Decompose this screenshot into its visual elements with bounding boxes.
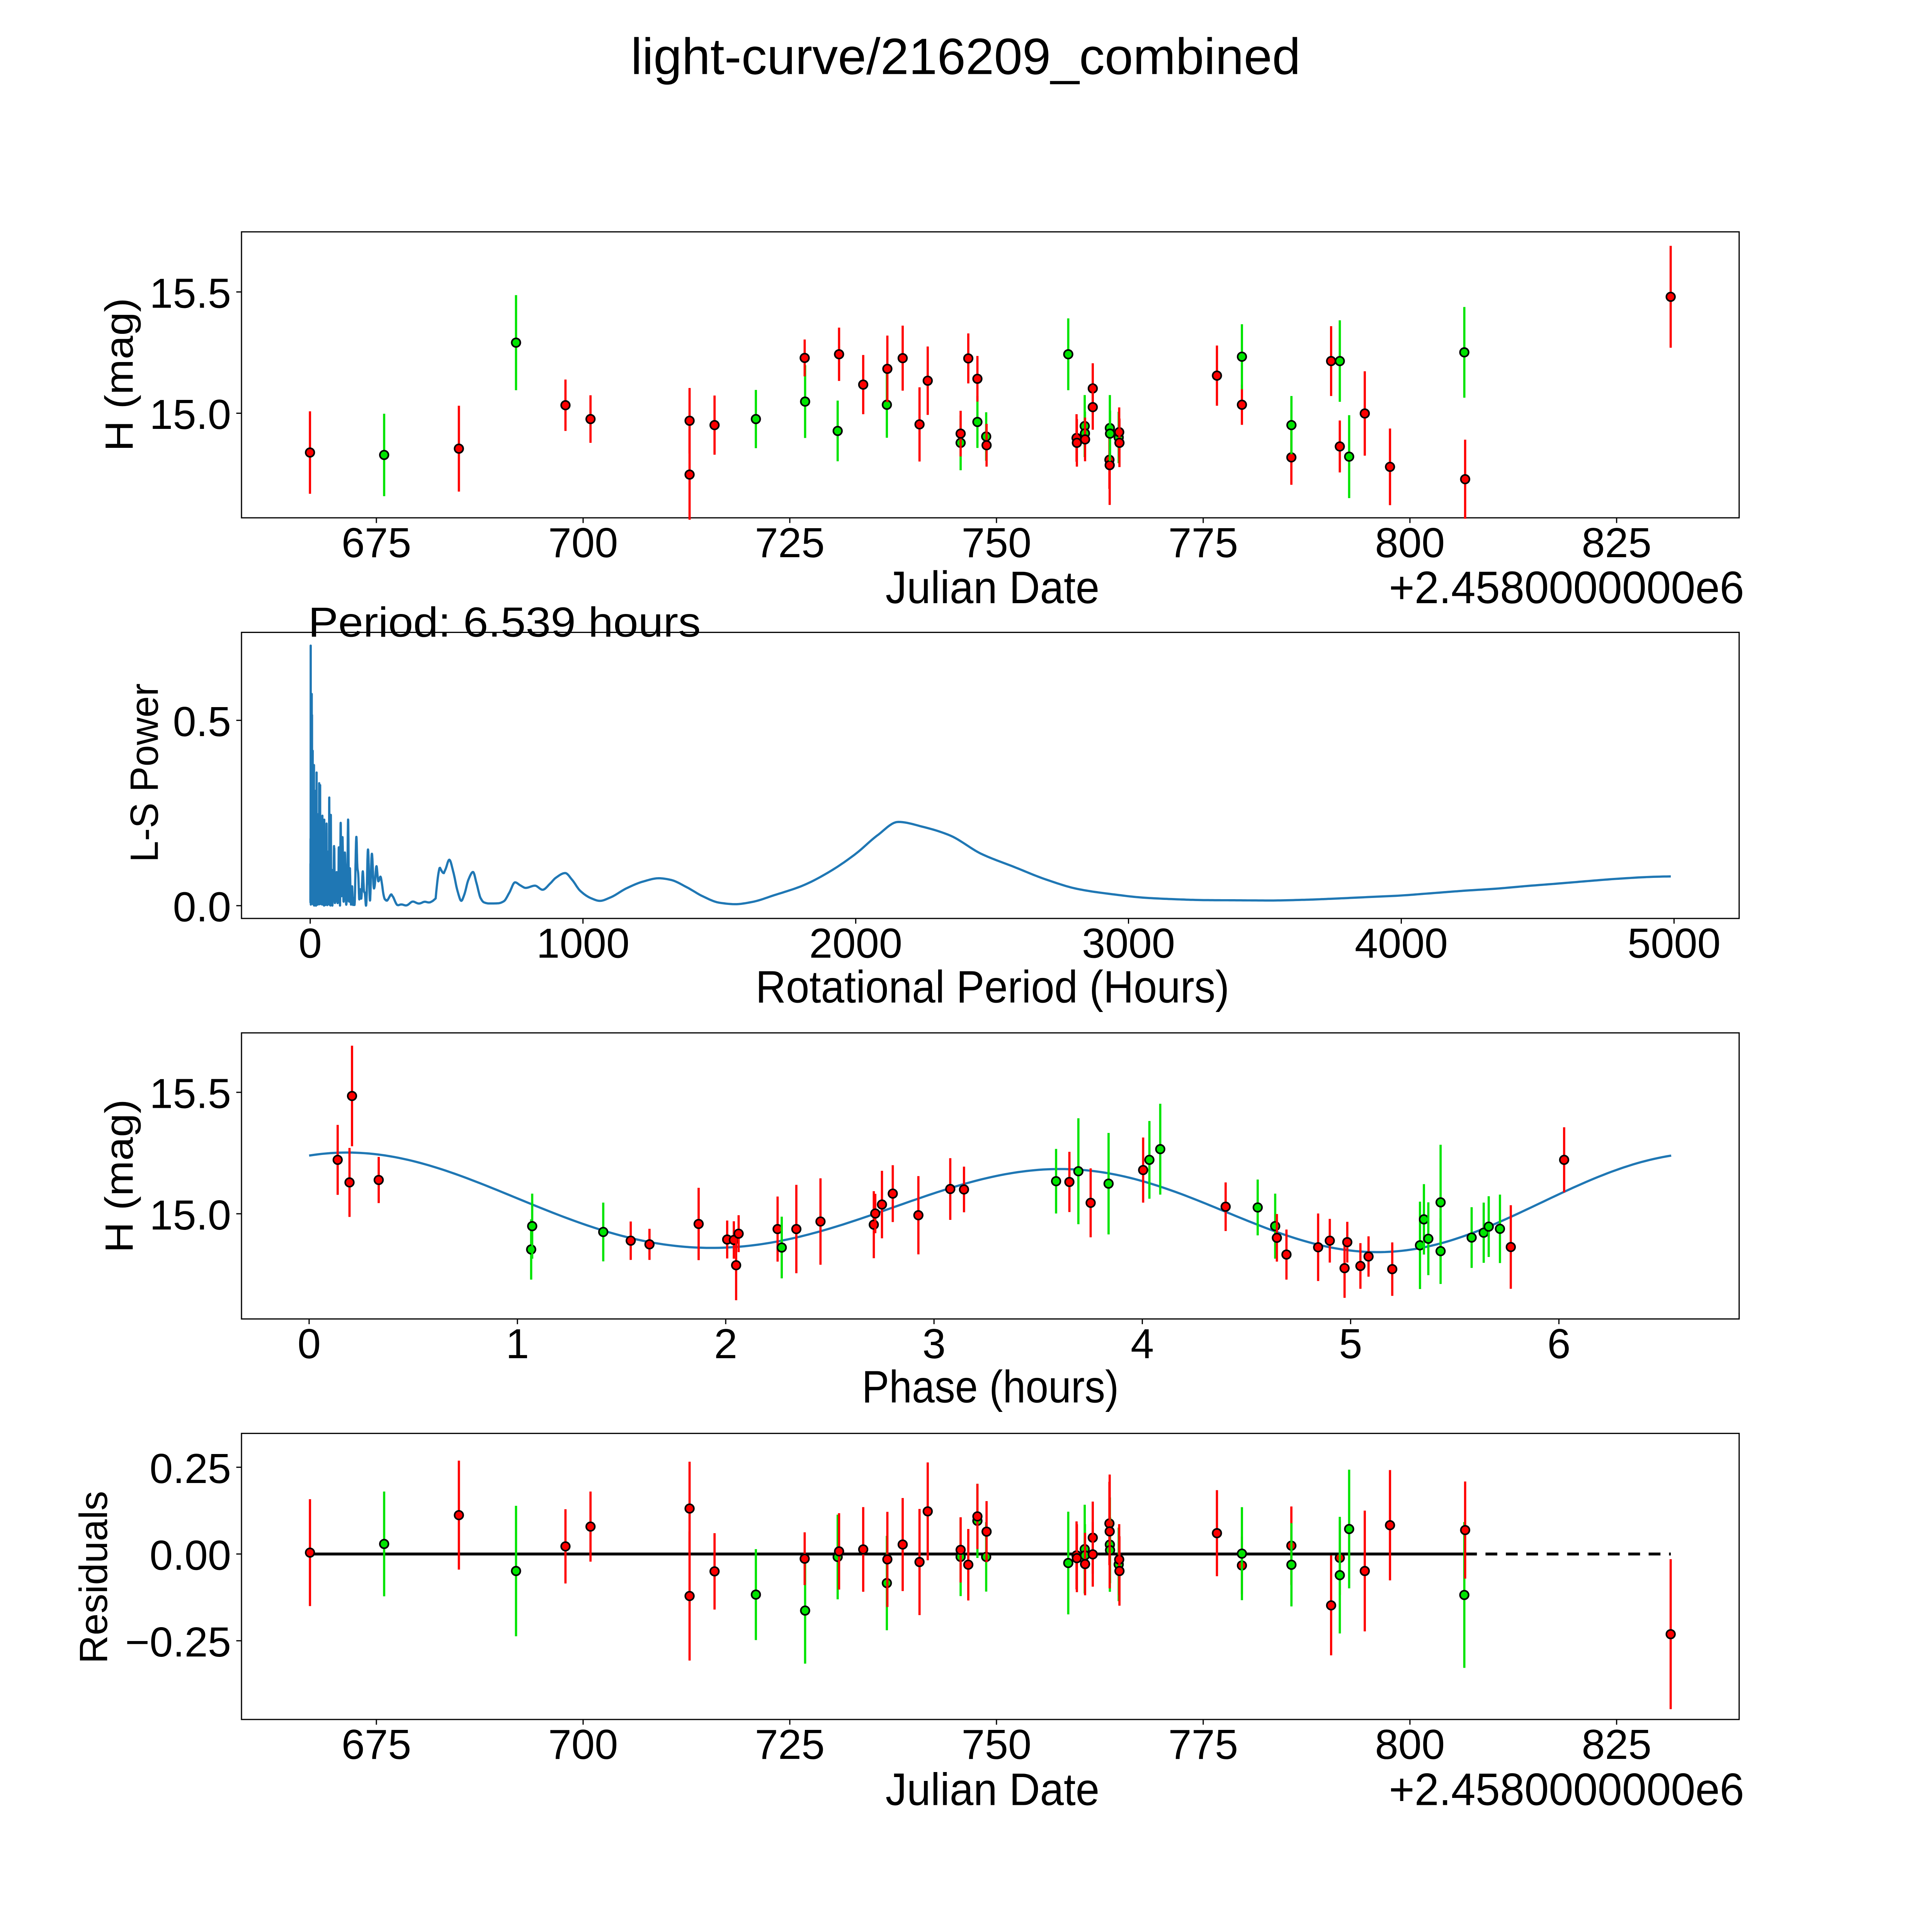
svg-text:0.0: 0.0 bbox=[173, 884, 231, 930]
svg-text:15.0: 15.0 bbox=[150, 1192, 231, 1238]
svg-text:2000: 2000 bbox=[809, 920, 902, 967]
svg-text:0.25: 0.25 bbox=[150, 1445, 231, 1492]
svg-text:H (mag): H (mag) bbox=[97, 298, 141, 451]
svg-text:15.5: 15.5 bbox=[150, 270, 231, 316]
svg-text:4: 4 bbox=[1131, 1320, 1154, 1367]
svg-text:0.00: 0.00 bbox=[150, 1532, 231, 1579]
svg-text:−0.25: −0.25 bbox=[125, 1619, 231, 1665]
svg-text:15.0: 15.0 bbox=[150, 391, 231, 438]
svg-text:0: 0 bbox=[299, 920, 322, 967]
svg-text:725: 725 bbox=[755, 519, 825, 566]
svg-text:700: 700 bbox=[548, 519, 618, 566]
svg-text:Julian Date: Julian Date bbox=[886, 1764, 1100, 1815]
svg-text:15.5: 15.5 bbox=[150, 1070, 231, 1117]
svg-text:Phase (hours): Phase (hours) bbox=[862, 1362, 1119, 1412]
svg-text:825: 825 bbox=[1582, 1721, 1651, 1768]
svg-text:775: 775 bbox=[1168, 1721, 1238, 1768]
svg-text:4000: 4000 bbox=[1355, 920, 1448, 967]
svg-text:3000: 3000 bbox=[1082, 920, 1175, 967]
svg-text:+2.4580000000e6: +2.4580000000e6 bbox=[1389, 562, 1744, 613]
svg-text:825: 825 bbox=[1582, 519, 1651, 566]
svg-text:5: 5 bbox=[1339, 1320, 1362, 1367]
svg-text:675: 675 bbox=[342, 519, 412, 566]
svg-text:700: 700 bbox=[548, 1721, 618, 1768]
svg-text:L-S Power: L-S Power bbox=[122, 684, 166, 862]
svg-text:Period: 6.539 hours: Period: 6.539 hours bbox=[308, 599, 701, 646]
svg-text:725: 725 bbox=[755, 1721, 825, 1768]
svg-text:3: 3 bbox=[922, 1320, 946, 1367]
svg-text:H (mag): H (mag) bbox=[97, 1099, 141, 1253]
svg-text:800: 800 bbox=[1375, 1721, 1445, 1768]
svg-text:0: 0 bbox=[298, 1320, 321, 1367]
svg-text:Residuals: Residuals bbox=[71, 1491, 116, 1663]
svg-text:675: 675 bbox=[342, 1721, 412, 1768]
svg-text:2: 2 bbox=[714, 1320, 737, 1367]
svg-text:800: 800 bbox=[1375, 519, 1445, 566]
svg-text:775: 775 bbox=[1168, 519, 1238, 566]
svg-text:Julian Date: Julian Date bbox=[886, 562, 1100, 613]
svg-text:+2.4580000000e6: +2.4580000000e6 bbox=[1389, 1764, 1744, 1815]
svg-text:Rotational Period (Hours): Rotational Period (Hours) bbox=[756, 961, 1230, 1012]
svg-text:6: 6 bbox=[1547, 1320, 1570, 1367]
svg-text:750: 750 bbox=[962, 519, 1032, 566]
svg-text:750: 750 bbox=[962, 1721, 1032, 1768]
svg-text:5000: 5000 bbox=[1628, 920, 1721, 967]
svg-text:1: 1 bbox=[506, 1320, 529, 1367]
svg-text:0.5: 0.5 bbox=[173, 698, 231, 745]
svg-text:1000: 1000 bbox=[536, 920, 629, 967]
svg-text:light-curve/216209_combined: light-curve/216209_combined bbox=[631, 28, 1300, 85]
